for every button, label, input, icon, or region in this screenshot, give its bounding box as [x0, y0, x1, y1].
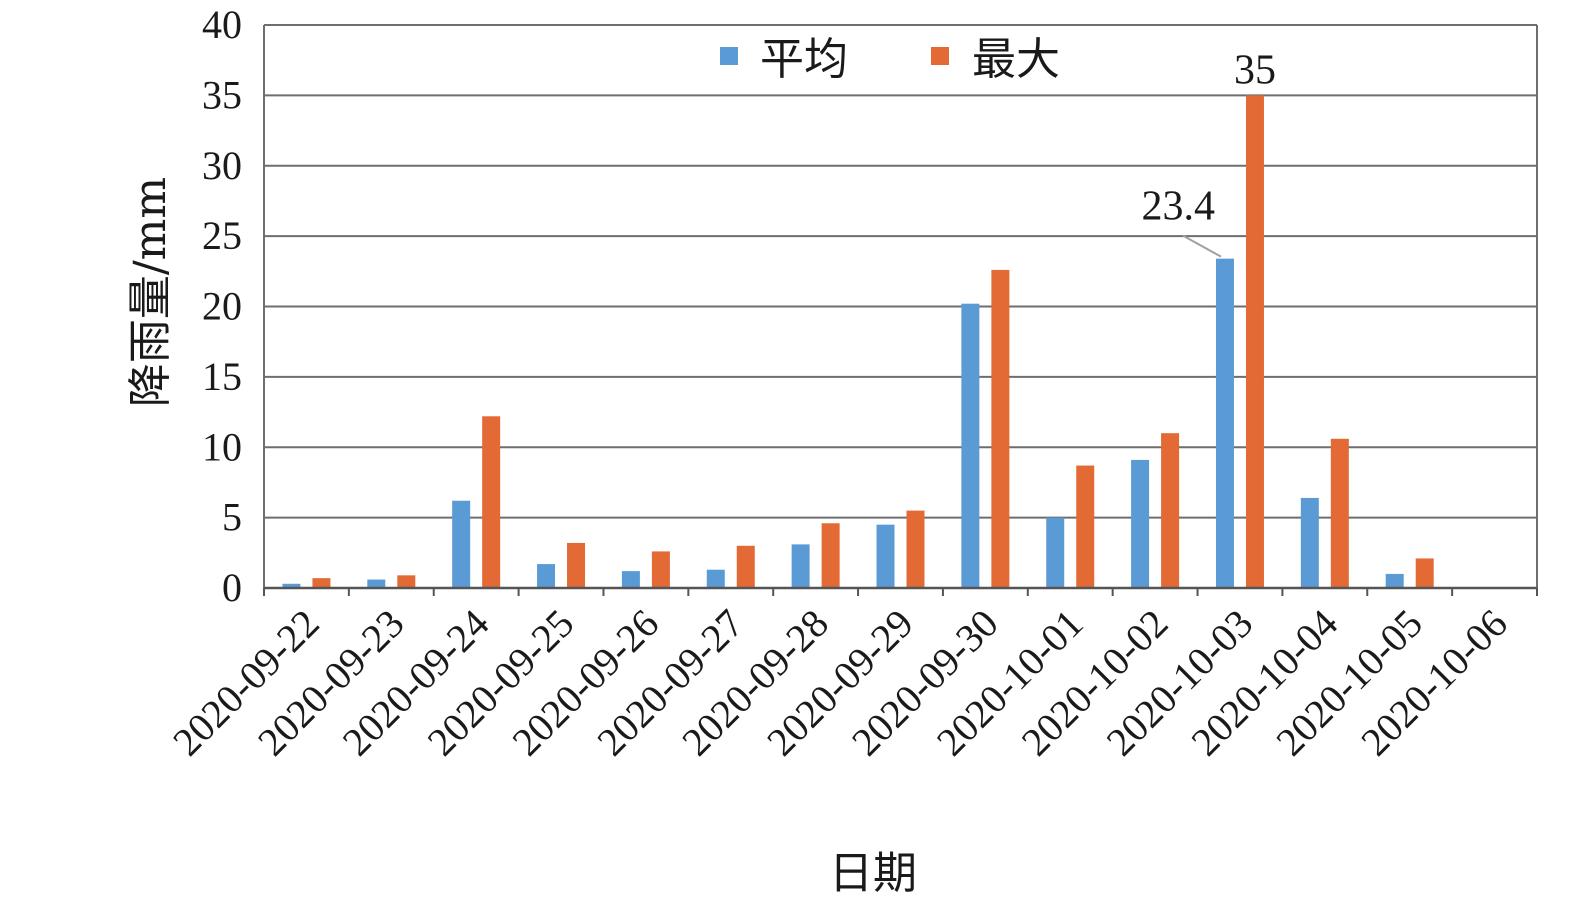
- data-label-avg: 23.4: [1141, 184, 1215, 230]
- bar-avg: [1215, 258, 1234, 588]
- gridlines: [264, 24, 1537, 519]
- bar-max: [906, 510, 925, 588]
- bar-max: [312, 578, 331, 588]
- bar-max: [1076, 465, 1095, 588]
- annotations: 23.4 35: [1141, 47, 1276, 258]
- y-tick-label: 35: [202, 72, 242, 117]
- bar-avg: [282, 583, 301, 588]
- bar-max: [991, 269, 1010, 588]
- bar-avg: [706, 569, 725, 588]
- tick-labels: 05101520253035402020-09-222020-09-232020…: [164, 2, 1516, 764]
- bar-avg: [1046, 517, 1065, 588]
- data-label-max: 35: [1234, 47, 1276, 93]
- bar-max: [821, 523, 840, 588]
- legend-label-max: 最大: [972, 34, 1060, 85]
- bar-avg: [1385, 573, 1404, 588]
- bar-max: [736, 545, 755, 588]
- bar-max: [482, 416, 501, 588]
- axes: [263, 25, 1538, 596]
- y-tick-label: 15: [202, 354, 242, 399]
- bar-avg: [367, 579, 386, 588]
- legend-swatch-max: [931, 47, 949, 65]
- bar-max: [1161, 433, 1180, 588]
- bar-max: [1245, 95, 1264, 588]
- bars: [282, 95, 1434, 588]
- y-tick-label: 5: [222, 495, 242, 540]
- bar-max: [397, 575, 416, 588]
- data-label-leader-line: [1182, 234, 1222, 258]
- bar-avg: [791, 544, 810, 588]
- legend: 平均 最大: [720, 34, 1060, 85]
- bar-max: [1330, 438, 1349, 588]
- legend-swatch-avg: [720, 47, 738, 65]
- bar-max: [651, 551, 670, 588]
- x-axis-title: 日期: [829, 848, 917, 899]
- bar-max: [1415, 558, 1434, 588]
- y-tick-label: 0: [222, 565, 242, 610]
- bar-avg: [961, 303, 980, 588]
- bar-max: [567, 542, 586, 588]
- y-tick-label: 40: [202, 2, 242, 47]
- y-tick-label: 20: [202, 284, 242, 329]
- legend-label-avg: 平均: [760, 34, 848, 85]
- bar-avg: [1131, 459, 1150, 588]
- bar-avg: [621, 571, 640, 588]
- bar-avg: [1300, 497, 1319, 588]
- y-tick-label: 30: [202, 143, 242, 188]
- y-tick-label: 25: [202, 213, 242, 258]
- y-axis-title: 降雨量/mm: [125, 177, 176, 407]
- y-tick-label: 10: [202, 424, 242, 469]
- bar-avg: [876, 524, 895, 588]
- bar-avg: [452, 500, 471, 588]
- bar-avg: [537, 564, 556, 588]
